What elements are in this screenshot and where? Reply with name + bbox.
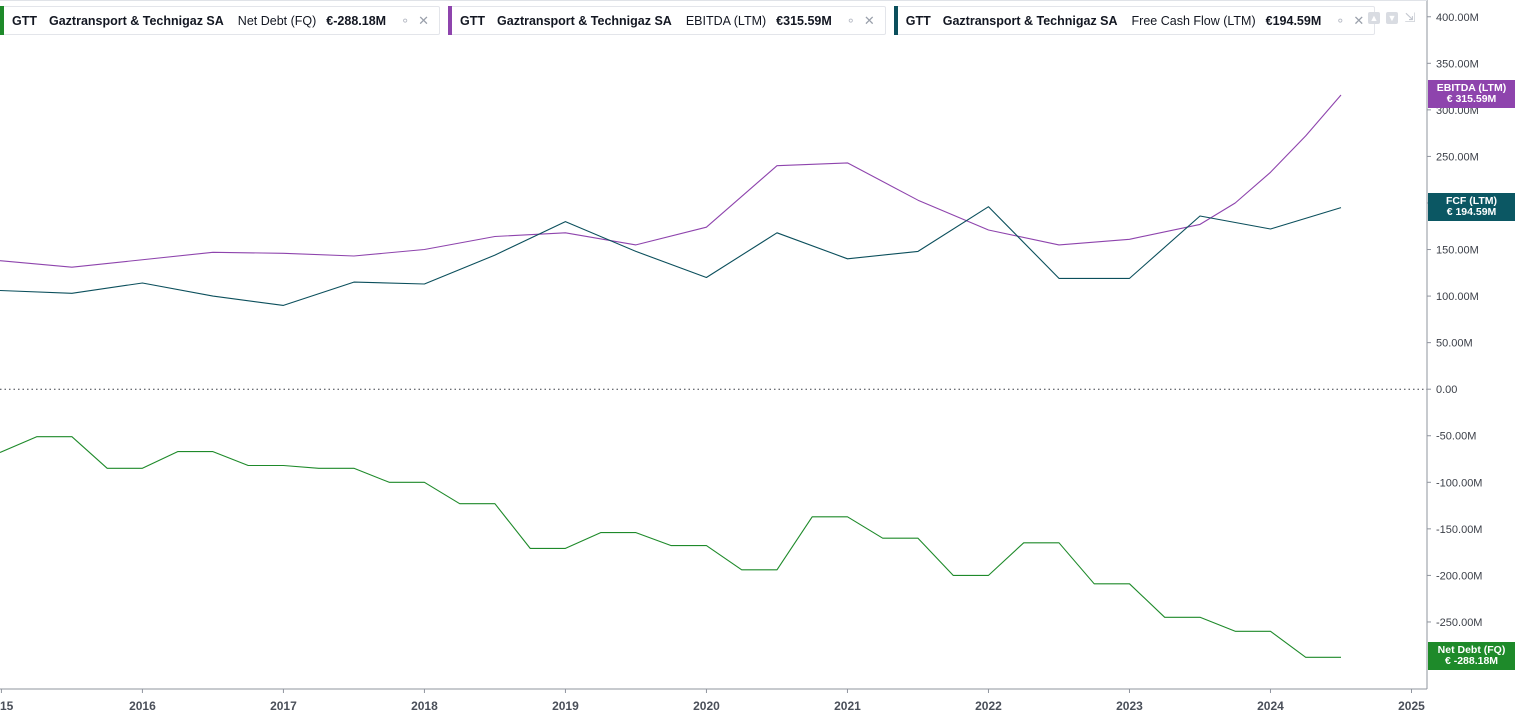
y-tick-label: -100.00M — [1436, 477, 1482, 489]
legend-company: Gaztransport & Technigaz SA — [497, 13, 672, 28]
y-tick-label: 250.00M — [1436, 151, 1479, 163]
chart-settings-icon[interactable]: ⚬ — [1335, 13, 1346, 28]
x-tick-label: 2020 — [693, 699, 720, 713]
y-tick-label: 0.00 — [1436, 384, 1457, 396]
legend-color-ebitda — [448, 6, 453, 35]
fcf-tag-label: FCF (LTM) — [1445, 194, 1498, 207]
collapse-icon[interactable]: ⇲ — [1404, 10, 1416, 25]
ebitda-tag: EBITDA (LTM) € 315.59M — [1428, 79, 1515, 108]
y-tick-label: -250.00M — [1436, 617, 1482, 629]
x-tick-label: 15 — [0, 699, 14, 713]
y-tick-label: -150.00M — [1436, 524, 1482, 536]
legend-item-net-debt[interactable]: GTT Gaztransport & Technigaz SA Net Debt… — [0, 6, 441, 35]
ebitda-tag-label: EBITDA (LTM) — [1436, 81, 1507, 94]
legend-ticker: GTT — [12, 13, 37, 28]
y-tick-label: 400.00M — [1436, 12, 1479, 24]
legend-value: €315.59M — [776, 13, 832, 28]
y-tick-label: -50.00M — [1436, 431, 1476, 443]
legend-item-ebitda[interactable]: GTT Gaztransport & Technigaz SA EBITDA (… — [448, 6, 886, 35]
x-tick-label: 2023 — [1116, 699, 1143, 713]
y-tick-label: 150.00M — [1436, 245, 1479, 257]
x-axis-ticks: 15 2016 2017 2018 2019 2020 2021 2022 2023 2024 20… — [0, 689, 1425, 713]
legend-color-net-debt — [0, 6, 4, 35]
legend-metric: Net Debt (FQ) — [237, 13, 317, 28]
legend-value: €-288.18M — [326, 13, 387, 28]
y-tick-label: 350.00M — [1436, 58, 1479, 70]
x-tick-label: 2018 — [411, 699, 438, 713]
x-tick-label: 2017 — [270, 699, 297, 713]
legend-company: Gaztransport & Technigaz SA — [942, 13, 1118, 28]
y-tick-label: 50.00M — [1436, 338, 1473, 350]
x-tick-label: 2022 — [975, 699, 1002, 713]
download-icon[interactable]: ▼ — [1386, 12, 1398, 24]
net-debt-tag-value: € -288.18M — [1444, 655, 1499, 668]
series-group — [0, 94, 1342, 658]
y-axis-ticks: 400.00M350.00M300.00M250.00M200.00M150.0… — [1427, 12, 1482, 629]
fcf-tag-value: € 194.59M — [1446, 205, 1497, 218]
x-tick-label: 2021 — [834, 699, 861, 713]
chart-toolbar: ▲ ▼ ⇲ — [1368, 10, 1416, 25]
legend-value: €194.59M — [1265, 13, 1322, 28]
upload-icon[interactable]: ▲ — [1368, 12, 1380, 24]
series-line-net-debt-fq — [0, 436, 1341, 658]
x-tick-label: 2025 — [1398, 699, 1425, 713]
close-icon[interactable]: ✕ — [863, 12, 875, 28]
legend-color-fcf — [893, 6, 898, 35]
x-tick-label: 2024 — [1257, 699, 1284, 713]
chart-settings-icon[interactable]: ⚬ — [400, 13, 411, 28]
x-tick-label: 2019 — [552, 699, 579, 713]
ebitda-tag-value: € 315.59M — [1446, 92, 1497, 105]
legend-item-fcf[interactable]: GTT Gaztransport & Technigaz SA Free Cas… — [893, 6, 1376, 35]
y-tick-label: -200.00M — [1436, 570, 1482, 582]
net-debt-tag: Net Debt (FQ) € -288.18M — [1428, 642, 1515, 671]
net-debt-tag-label: Net Debt (FQ) — [1437, 644, 1506, 657]
legend-ticker: GTT — [460, 13, 486, 28]
legend-ticker: GTT — [905, 13, 931, 28]
legend-company: Gaztransport & Technigaz SA — [49, 13, 224, 28]
close-icon[interactable]: ✕ — [418, 12, 430, 28]
legend-metric: Free Cash Flow (LTM) — [1131, 13, 1256, 28]
close-icon[interactable]: ✕ — [1353, 12, 1365, 28]
fcf-tag: FCF (LTM) € 194.59M — [1428, 192, 1515, 221]
legend-metric: EBITDA (LTM) — [685, 13, 767, 28]
series-line-ebitda-ltm — [0, 94, 1342, 268]
y-tick-label: 100.00M — [1436, 291, 1479, 303]
series-line-free-cash-flow-ltm — [0, 206, 1342, 306]
legend: GTT Gaztransport & Technigaz SA Net Debt… — [0, 6, 1376, 35]
chart-settings-icon[interactable]: ⚬ — [845, 13, 856, 28]
x-tick-label: 2016 — [129, 699, 156, 713]
